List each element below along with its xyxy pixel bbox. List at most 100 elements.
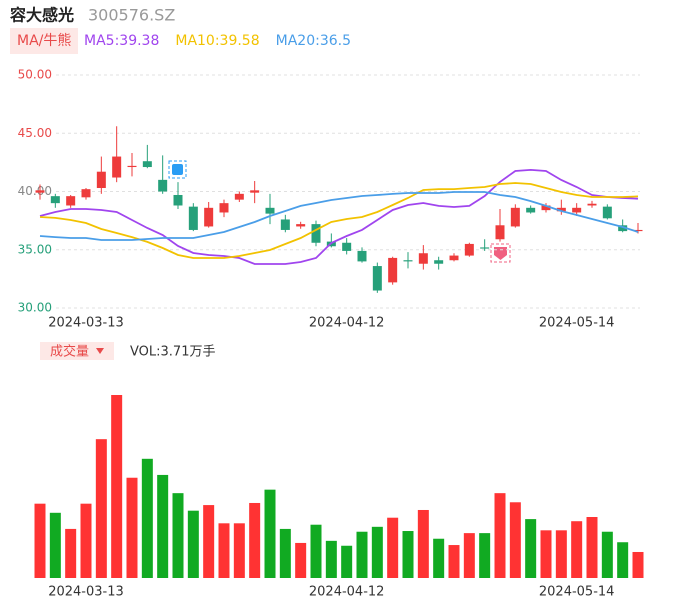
stock-code: 300576.SZ	[88, 6, 175, 25]
volume-bar	[49, 512, 61, 578]
volume-bar	[325, 540, 337, 578]
stock-name: 容大感光	[9, 6, 74, 25]
candle-body	[265, 207, 275, 214]
volume-bar	[295, 542, 307, 578]
ma-button-bg[interactable]	[10, 28, 78, 54]
volume-bar	[402, 531, 414, 578]
volume-bar	[34, 503, 46, 578]
candle-body	[234, 193, 244, 200]
y-tick-label: 35.00	[18, 242, 52, 256]
candle-body	[602, 206, 612, 219]
volume-bar	[310, 524, 322, 578]
volume-bar	[555, 530, 567, 578]
candle-body	[50, 196, 60, 204]
candle-body	[403, 260, 413, 262]
volume-bar	[509, 502, 521, 578]
volume-bar	[80, 503, 92, 578]
candle-body	[250, 190, 260, 193]
candle-body	[81, 189, 91, 198]
candle-body	[434, 260, 444, 264]
legend-entry: MA20:36.5	[276, 33, 351, 49]
ma-line	[39, 191, 639, 241]
x-tick-label: 2024-04-12	[309, 585, 385, 600]
ma-line	[39, 182, 639, 259]
volume-bar	[448, 545, 460, 578]
candle-body	[173, 194, 183, 206]
volume-bar	[463, 533, 475, 578]
x-tick-label: 2024-05-14	[539, 585, 615, 600]
candle-body	[556, 207, 566, 212]
candle-body	[464, 243, 474, 256]
candle-body	[112, 156, 122, 178]
candle-body	[219, 203, 229, 213]
volume-bar	[341, 545, 353, 578]
y-tick-label: 40.00	[18, 184, 52, 198]
volume-bar	[571, 521, 583, 578]
volume-bar	[586, 517, 598, 578]
candle-body	[127, 165, 137, 168]
volume-bar	[111, 395, 123, 578]
x-tick-label: 2024-03-13	[48, 316, 124, 331]
ma-button[interactable]: MA/牛熊	[17, 33, 71, 49]
candle-body	[418, 253, 428, 264]
x-tick-label: 2024-04-12	[309, 316, 385, 331]
candle-body	[510, 207, 520, 227]
candle-body	[541, 205, 551, 211]
volume-bar	[479, 533, 491, 578]
volume-bar	[157, 474, 169, 578]
candle-body	[572, 207, 582, 213]
candle-body	[311, 224, 321, 243]
legend-entry: MA5:39.38	[84, 33, 159, 49]
candle-body	[204, 207, 214, 227]
candle-body	[142, 161, 152, 168]
vol-button[interactable]: 成交量	[50, 344, 89, 360]
volume-bar	[264, 489, 276, 578]
vol-button-bg[interactable]	[40, 342, 114, 360]
y-tick-label: 45.00	[18, 126, 52, 140]
candle-body	[618, 225, 628, 232]
volume-bar	[494, 493, 506, 578]
vol-label: VOL:3.71万手	[130, 345, 215, 360]
volume-bar	[433, 538, 445, 578]
candle-body	[280, 219, 290, 230]
candle-body	[357, 250, 367, 262]
volume-bar	[540, 530, 552, 578]
candle-body	[96, 171, 106, 189]
volume-bar	[172, 493, 184, 578]
x-tick-label: 2024-05-14	[539, 316, 615, 331]
candle-body	[66, 196, 76, 206]
candle-body	[480, 247, 490, 249]
volume-bar	[126, 477, 138, 578]
candle-body	[633, 229, 643, 232]
volume-bar	[601, 531, 613, 578]
x-tick-label: 2024-03-13	[48, 585, 124, 600]
volume-bar	[141, 458, 153, 578]
y-tick-label: 50.00	[18, 68, 52, 82]
candle-body	[35, 190, 45, 193]
candle-body	[158, 179, 168, 192]
volume-bar	[371, 526, 383, 578]
candle-body	[342, 242, 352, 251]
volume-bar	[218, 523, 230, 578]
candle-body	[526, 207, 536, 213]
ma-line	[39, 168, 639, 265]
volume-bar	[65, 528, 77, 578]
candle-body	[372, 266, 382, 291]
candle-body	[188, 206, 198, 230]
y-tick-label: 30.00	[18, 301, 52, 315]
legend-entry: MA10:39.58	[175, 33, 259, 49]
candle-body	[388, 257, 398, 283]
volume-bar	[387, 517, 399, 578]
volume-bar	[617, 542, 629, 578]
volume-bar	[356, 531, 368, 578]
badge-blue	[168, 160, 187, 179]
volume-bar	[187, 510, 199, 578]
volume-bar	[279, 528, 291, 578]
badge-pink	[490, 243, 511, 263]
volume-bar	[95, 439, 107, 578]
dropdown-arrow[interactable]	[96, 348, 104, 354]
candle-body	[587, 203, 597, 206]
volume-bar	[417, 509, 429, 578]
volume-bar	[249, 502, 261, 578]
volume-bar	[233, 523, 245, 578]
